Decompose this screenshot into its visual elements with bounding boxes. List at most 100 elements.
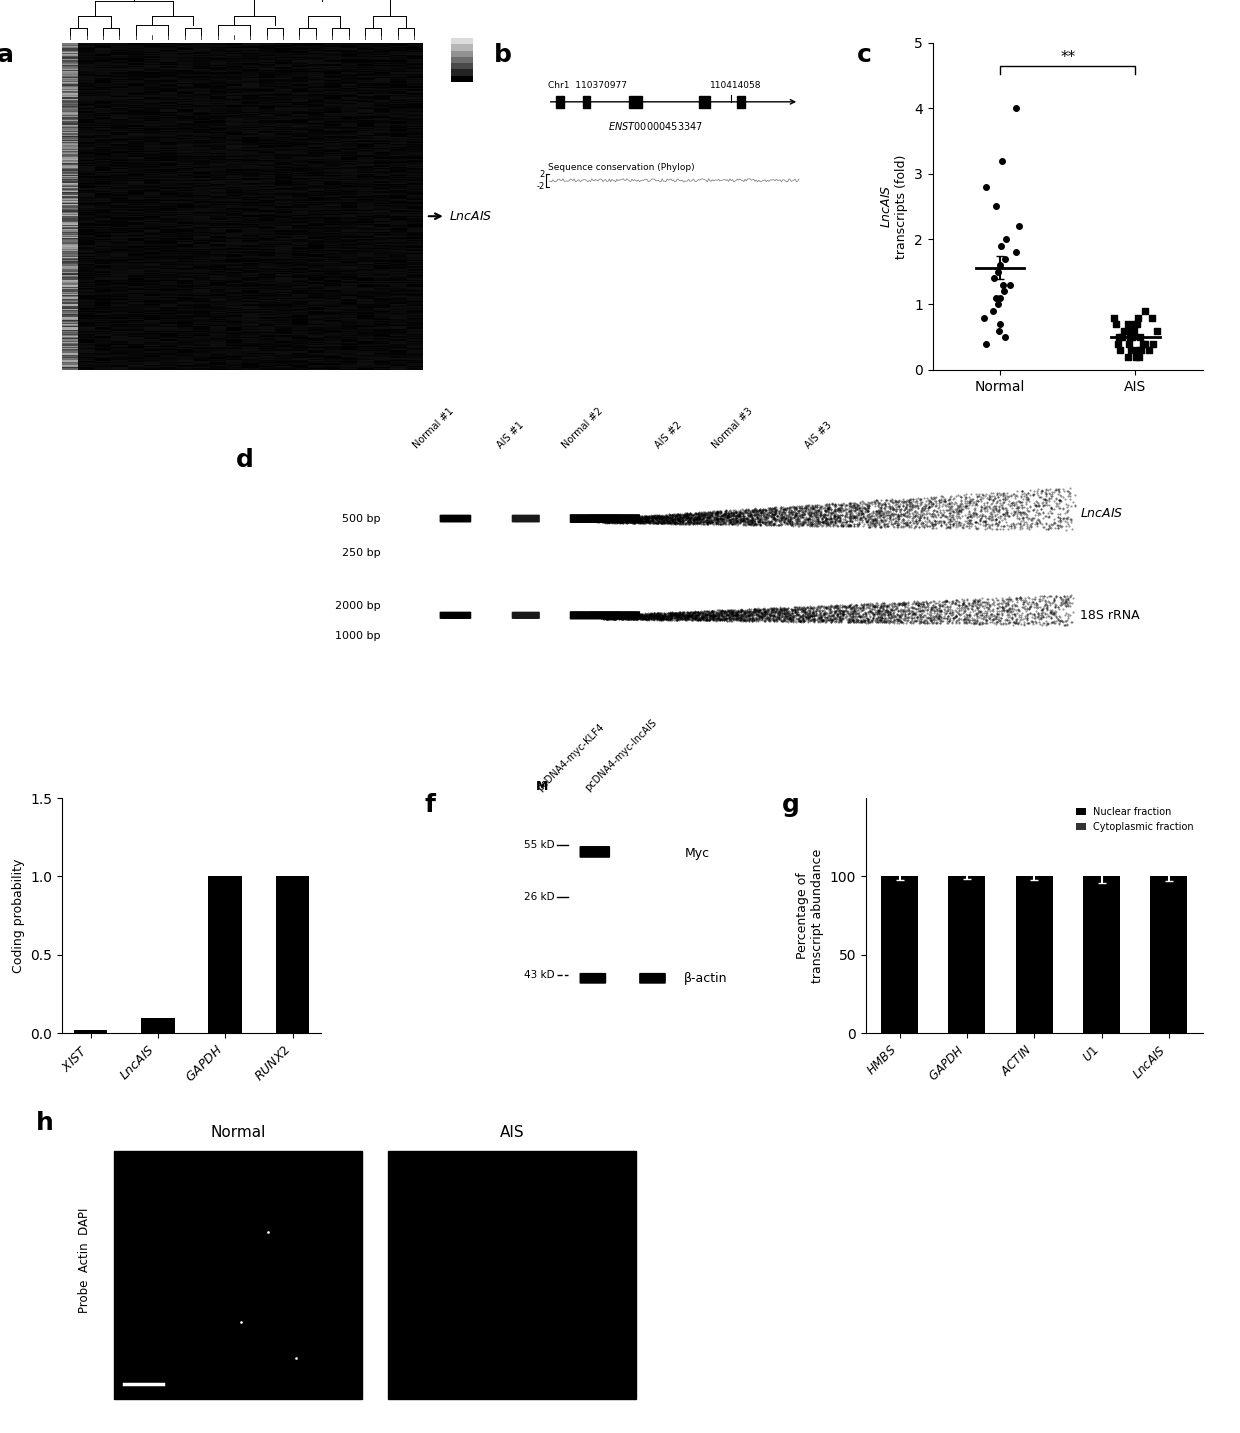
Point <box>722 609 742 632</box>
Point <box>892 490 911 513</box>
Point <box>616 509 636 532</box>
Point <box>851 500 870 523</box>
Point <box>619 509 639 532</box>
Point <box>733 503 753 526</box>
Point <box>977 497 997 520</box>
Point <box>911 497 931 520</box>
Point <box>949 606 968 629</box>
Point <box>641 606 661 629</box>
Point <box>717 602 737 625</box>
Point <box>947 502 967 524</box>
Point <box>686 608 706 631</box>
Point <box>796 509 816 532</box>
Point <box>817 510 837 533</box>
Point <box>706 502 725 524</box>
Point <box>884 600 904 623</box>
Point <box>800 504 820 527</box>
Point <box>807 493 827 516</box>
Point <box>773 603 792 626</box>
Point <box>686 608 706 631</box>
Point <box>673 606 693 629</box>
Point <box>606 608 626 631</box>
Point <box>846 599 866 622</box>
Point <box>701 502 720 524</box>
Point <box>929 596 949 619</box>
Point <box>647 512 667 535</box>
Point <box>833 603 853 626</box>
Point <box>598 509 618 532</box>
Point <box>619 603 639 626</box>
Point <box>775 602 795 625</box>
Point <box>683 602 703 625</box>
Point <box>651 507 671 530</box>
Point <box>848 514 868 537</box>
Point <box>714 602 734 625</box>
Point <box>858 497 878 520</box>
Point <box>608 510 627 533</box>
Point <box>722 512 742 535</box>
Point <box>1014 608 1034 631</box>
Point <box>955 486 975 509</box>
Point <box>658 507 678 530</box>
Point <box>655 605 675 628</box>
Point <box>630 506 650 529</box>
Point <box>734 513 754 536</box>
Point <box>611 507 631 530</box>
Point <box>672 510 692 533</box>
Point <box>967 608 987 631</box>
Point <box>686 608 706 631</box>
Point <box>830 499 849 522</box>
Point <box>625 509 645 532</box>
Point <box>815 499 835 522</box>
Point <box>776 606 796 629</box>
Point <box>714 608 734 631</box>
Point <box>790 512 810 535</box>
Point <box>717 603 737 626</box>
Point <box>641 603 661 626</box>
Point <box>899 489 919 512</box>
Point <box>879 500 899 523</box>
Point <box>987 481 1007 504</box>
Point <box>624 608 644 631</box>
Point <box>599 606 619 629</box>
Point <box>919 510 939 533</box>
Point <box>693 503 713 526</box>
Point <box>852 610 872 633</box>
Point <box>615 603 635 626</box>
Point <box>662 600 682 623</box>
Point <box>887 595 906 618</box>
Point <box>636 605 656 628</box>
Point <box>843 492 863 514</box>
Point <box>841 593 861 616</box>
Text: 55 kD: 55 kD <box>525 840 554 850</box>
Point <box>663 510 683 533</box>
Point <box>751 603 771 626</box>
Point <box>875 489 895 512</box>
Point <box>825 497 844 520</box>
Point <box>682 603 702 626</box>
Point <box>703 603 723 626</box>
Point <box>684 509 704 532</box>
Point <box>598 512 618 535</box>
Point <box>620 509 640 532</box>
Point <box>671 608 691 631</box>
Point <box>765 600 785 623</box>
Point <box>727 502 746 524</box>
Point <box>836 493 856 516</box>
Point <box>923 593 942 616</box>
Point <box>740 602 760 625</box>
Point <box>903 610 923 633</box>
Point <box>867 506 887 529</box>
Point <box>804 605 823 628</box>
Point <box>742 513 761 536</box>
Point <box>613 603 632 626</box>
Point <box>852 606 872 629</box>
Point <box>605 605 625 628</box>
Point <box>1039 513 1059 536</box>
Point <box>691 510 711 533</box>
Point <box>600 606 620 629</box>
Bar <box>1016 877 1053 1033</box>
Point <box>1027 592 1047 615</box>
Point <box>696 602 715 625</box>
Text: Myc: Myc <box>684 847 709 860</box>
